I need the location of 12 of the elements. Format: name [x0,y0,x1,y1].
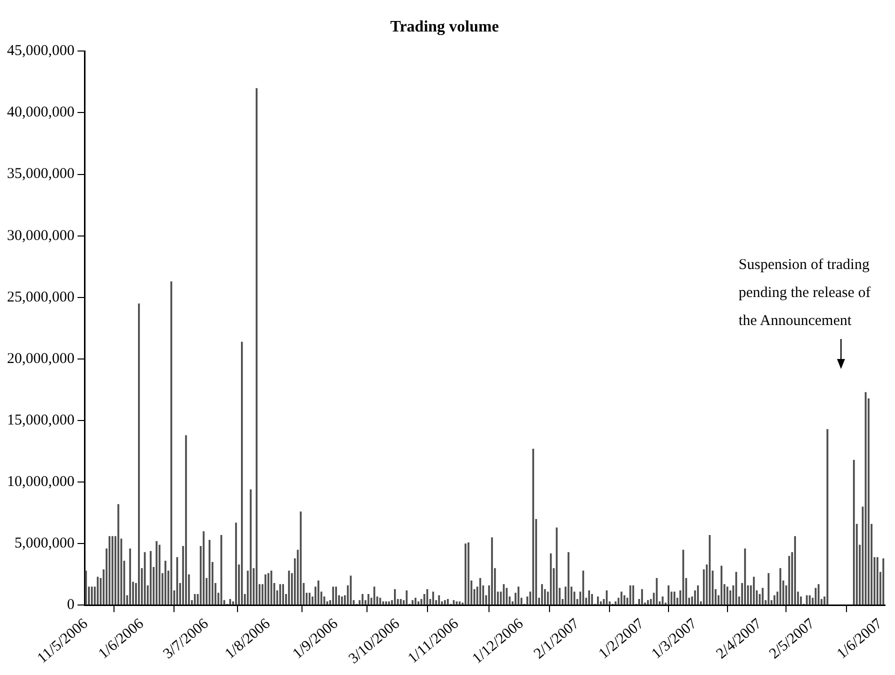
y-tick-label: 35,000,000 [7,166,74,182]
y-tick-label: 25,000,000 [7,289,74,306]
y-tick-label: 5,000,000 [14,536,74,552]
y-tick-label: 0 [67,597,74,614]
y-tick-label: 40,000,000 [7,104,74,121]
y-tick-label: 15,000,000 [7,412,74,428]
chart-title: Trading volume [390,18,499,36]
y-tick-label: 10,000,000 [7,474,74,490]
annotation: Suspension of trading pending the release of the Announcement [738,256,872,332]
y-tick-label: 20,000,000 [7,350,74,367]
y-tick-label: 45,000,000 [7,43,74,60]
y-tick-label: 30,000,000 [7,228,74,244]
